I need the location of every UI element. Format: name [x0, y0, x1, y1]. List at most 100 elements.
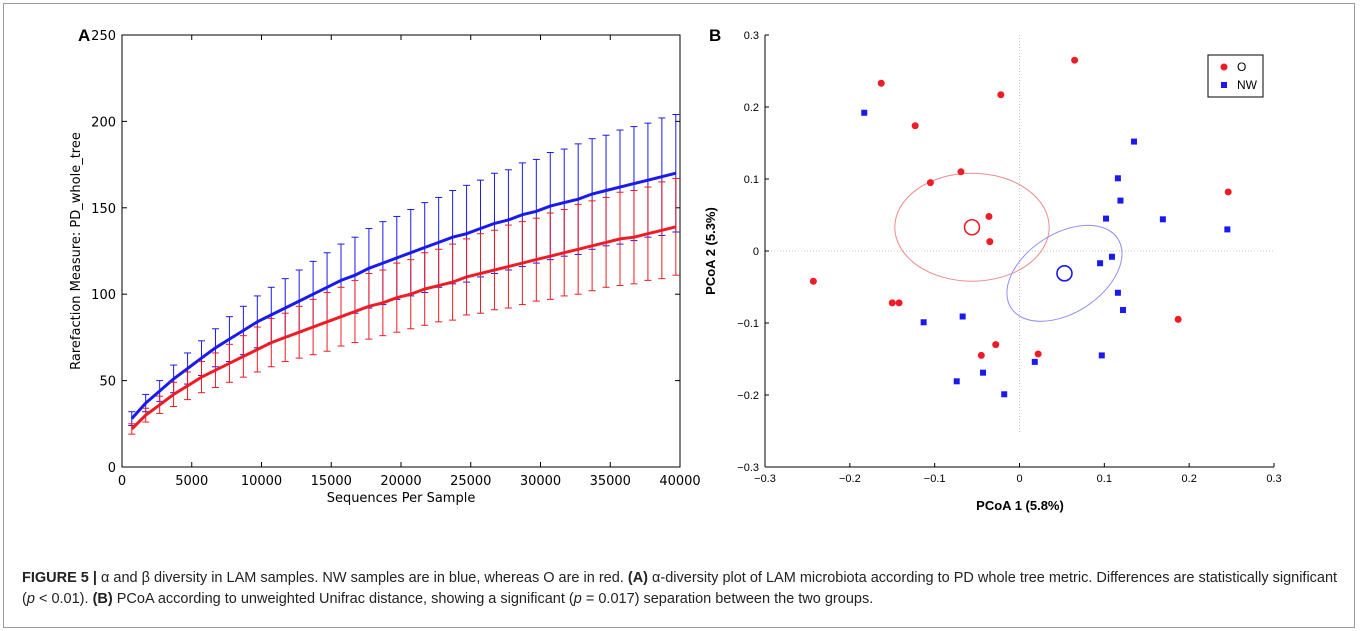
- b-point-o: [977, 351, 985, 359]
- b-ellipse-nw: [1006, 224, 1123, 322]
- a-ytick-label: 50: [99, 375, 116, 390]
- caption-figure-label: FIGURE 5 |: [22, 570, 97, 586]
- b-series-nw: [861, 109, 1231, 398]
- b-point-nw: [1001, 391, 1008, 398]
- b-point-nw: [980, 369, 987, 376]
- figure-frame: [3, 3, 1355, 628]
- b-point-o: [1071, 56, 1079, 64]
- panel-a-ticks: 0 5000 10000 15000 20000 25000 30000 35000 40000…: [91, 29, 701, 489]
- b-point-nw: [1159, 216, 1166, 223]
- a-ytick-label: 150: [91, 202, 116, 217]
- b-point-nw: [1117, 197, 1124, 204]
- a-series-line-1: [130, 225, 677, 431]
- b-xtick-label: 0: [1016, 473, 1022, 485]
- b-ytick-label: 0.3: [744, 30, 759, 42]
- legend: O NW: [1207, 54, 1264, 98]
- b-ytick-label: −0.2: [737, 390, 759, 402]
- b-point-nw: [1131, 138, 1138, 145]
- b-point-o: [992, 341, 1000, 349]
- b-xtick-label: 0.1: [1097, 473, 1112, 485]
- b-ytick-label: −0.3: [737, 462, 759, 474]
- a-xtick-label: 0: [118, 474, 126, 489]
- b-point-nw: [920, 319, 927, 326]
- panel-a-letter: A: [78, 26, 90, 45]
- b-point-o: [985, 212, 993, 220]
- legend-box: [1207, 54, 1264, 98]
- caption-text-5: = 0.017) separation between the two grou…: [581, 591, 874, 607]
- b-ytick-label: 0: [753, 246, 759, 258]
- panel-a-ylabel: Rarefaction Measure: PD_whole_tree: [69, 132, 84, 370]
- a-xtick-label: 30000: [520, 474, 561, 489]
- b-ellipse-o: [894, 172, 1050, 282]
- panel-b-ylabel: PCoA 2 (5.3%): [703, 207, 718, 295]
- b-xtick-label: −0.1: [924, 473, 946, 485]
- b-point-o: [957, 168, 965, 176]
- b-point-nw: [1114, 175, 1121, 182]
- b-ytick-label: −0.1: [737, 318, 759, 330]
- legend-label-o: O: [1237, 60, 1246, 74]
- panel-b-ticks: −0.3 −0.2 −0.1 0 0.1 0.2 0.3 −0.3 −0.2 −0.1 0 0.1 0.…: [737, 30, 1281, 485]
- b-point-o: [809, 277, 817, 285]
- b-point-nw: [1108, 253, 1115, 260]
- b-point-nw: [1114, 289, 1121, 296]
- b-point-nw: [1224, 226, 1231, 233]
- b-point-o: [926, 179, 934, 187]
- b-point-o: [997, 91, 1005, 99]
- caption-text-2: α-diversity plot of LAM microbiota accor…: [22, 570, 1338, 607]
- caption-p1: p: [26, 591, 35, 607]
- b-point-o: [1174, 315, 1182, 323]
- b-point-nw: [1119, 307, 1126, 314]
- panel-b-plot-area: [809, 56, 1232, 398]
- b-point-o: [1224, 188, 1232, 196]
- b-point-nw: [953, 378, 960, 385]
- b-point-o: [888, 299, 896, 307]
- b-point-nw: [861, 109, 868, 116]
- caption-text-3: < 0.01).: [34, 591, 93, 607]
- caption-a-label: (A): [627, 570, 648, 586]
- a-series-line-0: [130, 171, 677, 420]
- b-centroid-nw: [1056, 265, 1073, 282]
- b-point-o: [877, 79, 885, 87]
- a-ytick-label: 0: [108, 461, 116, 476]
- b-series-o: [809, 56, 1232, 359]
- a-ytick-label: 200: [91, 115, 116, 130]
- caption-text-4: PCoA according to unweighted Unifrac dis…: [112, 591, 574, 607]
- a-error-bars-0: [128, 113, 680, 427]
- b-point-o: [911, 122, 919, 130]
- b-point-nw: [959, 313, 966, 320]
- panel-a-xlabel: Sequences Per Sample: [327, 491, 476, 506]
- a-xtick-label: 35000: [590, 474, 631, 489]
- caption-text-1: α and β diversity in LAM samples. NW sam…: [96, 570, 628, 586]
- a-xtick-label: 20000: [380, 474, 421, 489]
- a-xtick-label: 15000: [311, 474, 352, 489]
- legend-label-nw: NW: [1237, 78, 1258, 92]
- b-point-nw: [1098, 352, 1105, 359]
- a-xtick-label: 10000: [241, 474, 282, 489]
- caption-b-label: (B): [92, 591, 113, 607]
- a-ytick-label: 100: [91, 288, 116, 303]
- a-ytick-label: 250: [91, 29, 116, 44]
- b-ytick-label: 0.2: [744, 102, 759, 114]
- a-xtick-label: 40000: [659, 474, 700, 489]
- b-centroid-o: [963, 218, 981, 236]
- caption-p2: p: [573, 591, 582, 607]
- b-point-o: [1034, 350, 1042, 358]
- figure-caption: FIGURE 5 | α and β diversity in LAM samp…: [22, 568, 1340, 610]
- a-xtick-label: 25000: [450, 474, 491, 489]
- b-point-o: [895, 299, 903, 307]
- panel-b-xlabel: PCoA 1 (5.8%): [976, 498, 1064, 513]
- b-point-nw: [1031, 358, 1038, 365]
- b-xtick-label: −0.2: [839, 473, 861, 485]
- panel-a-axes-box: [121, 34, 681, 468]
- b-ytick-label: 0.1: [744, 174, 759, 186]
- a-error-bars-1: [128, 177, 680, 435]
- panel-b-letter: B: [709, 26, 721, 45]
- b-point-nw: [1097, 260, 1104, 267]
- legend-marker-nw: [1221, 82, 1227, 88]
- b-point-o: [986, 238, 994, 246]
- legend-marker-o: [1220, 63, 1228, 71]
- b-xtick-label: 0.3: [1266, 473, 1281, 485]
- a-xtick-label: 5000: [175, 474, 208, 489]
- panel-a-plot-area: [128, 113, 680, 435]
